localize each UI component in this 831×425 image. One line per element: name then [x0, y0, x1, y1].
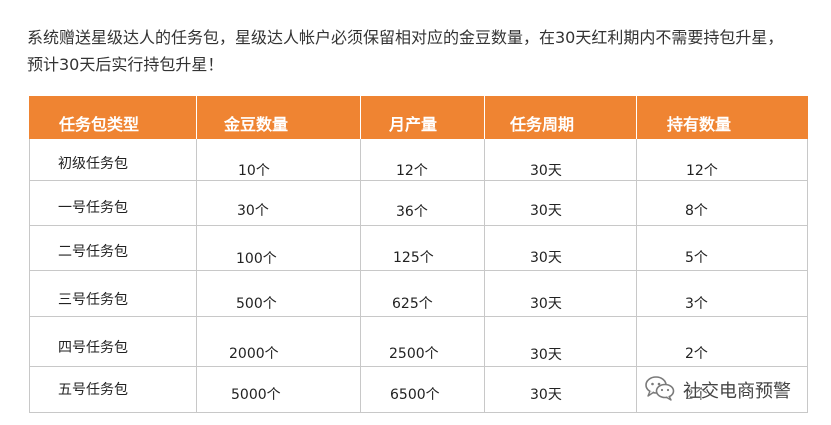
table-cell-package-type: 三号任务包: [58, 292, 128, 308]
table-cell-task-cycle: 30天: [530, 387, 562, 403]
table-cell-task-cycle: 30天: [530, 203, 562, 219]
row-divider: [29, 366, 808, 367]
header-divider: [636, 96, 637, 139]
table-cell-bean-amount: 5000个: [231, 387, 281, 403]
table-cell-task-cycle: 30天: [530, 347, 562, 363]
header-divider: [360, 96, 361, 139]
header-holding-count: 持有数量: [667, 115, 732, 134]
header-divider: [196, 96, 197, 139]
table-cell-bean-amount: 2000个: [229, 346, 279, 362]
table-cell-monthly-output: 2500个: [389, 346, 439, 362]
table-cell-package-type: 一号任务包: [58, 200, 128, 216]
row-divider: [29, 270, 808, 271]
column-divider: [360, 139, 361, 413]
table-cell-task-cycle: 30天: [530, 296, 562, 312]
intro-text: 系统赠送星级达人的任务包，星级达人帐户必须保留相对应的金豆数量，在30天红利期内…: [27, 24, 817, 78]
intro-line-1: 系统赠送星级达人的任务包，星级达人帐户必须保留相对应的金豆数量，在30天红利期内…: [27, 28, 784, 47]
row-divider: [29, 180, 808, 181]
table-cell-task-cycle: 30天: [530, 250, 562, 266]
table-border-right: [807, 139, 808, 413]
table-cell-bean-amount: 100个: [236, 251, 277, 267]
header-bean-amount: 金豆数量: [224, 115, 289, 134]
table-cell-monthly-output: 6500个: [390, 387, 440, 403]
table-cell-package-type: 五号任务包: [58, 382, 128, 398]
row-divider: [29, 316, 808, 317]
intro-line-2: 预计30天后实行持包升星！: [27, 55, 224, 74]
task-package-table: 任务包类型 金豆数量 月产量 任务周期 持有数量 初级任务包 10个 12个 3…: [29, 96, 808, 413]
table-border-left: [29, 139, 30, 413]
header-task-cycle: 任务周期: [510, 115, 575, 134]
table-cell-monthly-output: 125个: [393, 250, 434, 266]
column-divider: [636, 139, 637, 413]
table-cell-holding-count: 3个: [685, 296, 708, 312]
table-cell-package-type: 二号任务包: [58, 244, 128, 260]
table-cell-bean-amount: 500个: [236, 296, 277, 312]
table-header: 任务包类型 金豆数量 月产量 任务周期 持有数量: [29, 96, 808, 139]
header-package-type: 任务包类型: [59, 115, 140, 134]
table-border-bottom: [29, 412, 808, 413]
header-monthly-output: 月产量: [389, 115, 438, 134]
table-cell-holding-count: 12个: [686, 163, 718, 179]
row-divider: [29, 225, 808, 226]
column-divider: [196, 139, 197, 413]
table-cell-bean-amount: 10个: [238, 163, 270, 179]
table-cell-package-type: 初级任务包: [58, 156, 128, 172]
table-cell-package-type: 四号任务包: [58, 340, 128, 356]
table-cell-holding-count: 8个: [685, 203, 708, 219]
table-cell-monthly-output: 12个: [396, 163, 428, 179]
table-cell-holding-count: 5个: [685, 250, 708, 266]
table-cell-holding-count: 2个: [685, 346, 708, 362]
table-cell-task-cycle: 30天: [530, 163, 562, 179]
header-divider: [484, 96, 485, 139]
column-divider: [484, 139, 485, 413]
table-cell-monthly-output: 625个: [392, 296, 433, 312]
table-cell-holding-count: 2个: [685, 387, 708, 403]
table-cell-monthly-output: 36个: [396, 204, 428, 220]
table-cell-bean-amount: 30个: [237, 203, 269, 219]
